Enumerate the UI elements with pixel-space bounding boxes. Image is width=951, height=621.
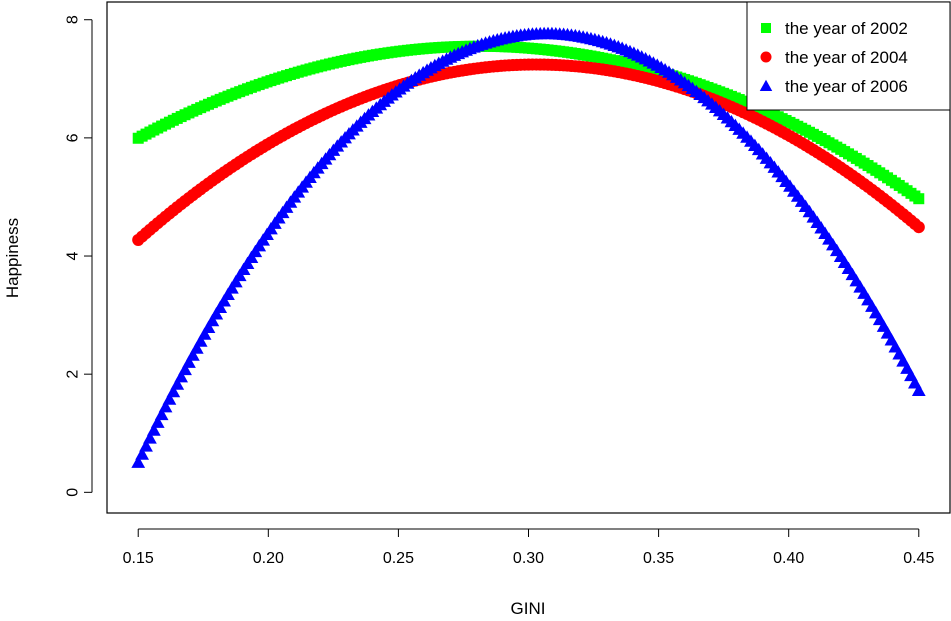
series-3-point (158, 400, 173, 413)
x-tick-label: 0.45 (903, 550, 934, 567)
series-3-point (197, 327, 212, 340)
series-3-point (139, 439, 153, 452)
legend-label-1: the year of 2002 (785, 19, 908, 38)
y-axis-title: Happiness (3, 218, 22, 298)
series-3-point (217, 294, 231, 307)
y-tick-label: 4 (65, 251, 82, 260)
x-axis-title: GINI (511, 599, 546, 618)
series-layer (131, 26, 926, 468)
series-3-point (154, 407, 169, 421)
x-tick-label: 0.20 (253, 550, 284, 567)
legend-marker-1 (761, 23, 771, 33)
series-3-point (174, 370, 189, 383)
x-tick-label: 0.15 (123, 550, 154, 567)
series-3-point (213, 300, 228, 313)
series-2-point (912, 221, 925, 234)
series-3-point (189, 341, 204, 354)
series-3-point (225, 281, 239, 294)
series-3-point (911, 383, 926, 396)
series-3-point (166, 384, 181, 398)
series-3-point (209, 307, 224, 320)
legend-marker-2 (760, 51, 772, 63)
series-3-point (143, 431, 157, 444)
series-3-point (146, 423, 161, 436)
series-3-point (201, 320, 216, 333)
series-3-point (182, 355, 196, 368)
series-3-point (135, 447, 149, 460)
y-tick-label: 2 (65, 370, 82, 379)
series-3 (131, 26, 926, 468)
x-tick-label: 0.30 (513, 550, 544, 567)
legend: the year of 2002 the year of 2004 the year… (746, 1, 951, 111)
x-axis: 0.15 0.20 0.25 0.30 0.35 0.40 0.45 (123, 528, 934, 567)
series-3-point (193, 334, 208, 347)
series-3-point (178, 362, 192, 376)
series-3-point (205, 313, 220, 327)
y-tick-label: 0 (65, 488, 82, 497)
series-2 (132, 58, 925, 246)
legend-marker-3 (759, 79, 773, 91)
series-1-point (913, 193, 925, 205)
series-3-point (170, 377, 185, 390)
series-3-point (185, 348, 200, 361)
x-tick-label: 0.40 (773, 550, 804, 567)
y-tick-label: 8 (65, 15, 82, 24)
x-tick-label: 0.25 (383, 550, 414, 567)
series-3-point (221, 287, 235, 301)
x-tick-label: 0.35 (643, 550, 674, 567)
legend-box (746, 1, 951, 111)
y-axis: 0 2 4 6 8 (65, 15, 93, 497)
series-3-point (150, 415, 165, 428)
legend-label-2: the year of 2004 (785, 48, 908, 67)
plot-frame (106, 1, 951, 514)
series-3-point (131, 455, 146, 468)
series-3-point (162, 392, 177, 405)
legend-label-3: the year of 2006 (785, 77, 908, 96)
series-3-point (228, 275, 243, 288)
y-tick-label: 6 (65, 133, 82, 142)
